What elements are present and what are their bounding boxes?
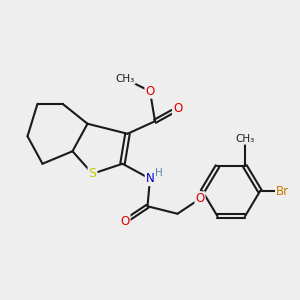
Text: O: O: [173, 102, 182, 115]
Text: O: O: [146, 85, 154, 98]
Text: CH₃: CH₃: [236, 134, 255, 144]
Text: Br: Br: [276, 185, 289, 198]
Text: O: O: [120, 215, 130, 228]
Text: S: S: [88, 167, 97, 180]
Text: O: O: [195, 192, 205, 205]
Text: H: H: [155, 167, 163, 178]
Text: CH₃: CH₃: [116, 74, 135, 84]
Text: N: N: [146, 172, 154, 185]
